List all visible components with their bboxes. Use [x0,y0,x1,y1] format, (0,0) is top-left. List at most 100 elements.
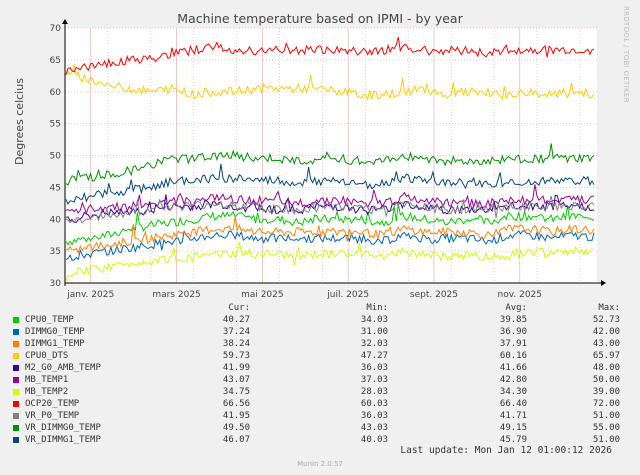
legend-cur: 37.24 [222,327,250,337]
legend-min: 37.03 [360,375,388,385]
legend-max: 52.73 [592,315,620,325]
legend-avg: 60.16 [499,351,527,361]
legend-min: 34.03 [360,315,388,325]
legend-avg: 66.40 [499,399,527,409]
legend-series-name: OCP20_TEMP [25,399,80,409]
legend-max: 50.00 [592,375,620,385]
legend-swatch [13,353,19,359]
x-tick-label: sept. 2025 [410,290,458,300]
y-tick-label: 55 [50,120,61,130]
legend-swatch [13,329,19,335]
legend-max: 43.00 [592,339,620,349]
series-line-dimmg0_temp [65,229,595,261]
legend-max: 55.00 [592,423,620,433]
legend-avg: 36.90 [499,327,527,337]
series-line-cpu0_dts [65,63,595,101]
legend-header-cur: Cur: [228,303,250,313]
legend-swatch [13,401,19,407]
legend-cur: 49.50 [222,423,250,433]
series-line-vr_p0_temp [65,195,595,224]
legend-swatch [13,341,19,347]
legend-cur: 38.24 [222,339,250,349]
legend-series-name: CPU0_TEMP [25,315,74,325]
legend-swatch [13,413,19,419]
legend-max: 48.00 [592,363,620,373]
legend-cur: 41.99 [222,363,250,373]
legend-avg: 41.71 [499,411,527,421]
y-tick-label: 65 [50,56,61,66]
legend-avg: 45.79 [499,435,527,445]
legend-max: 51.00 [592,435,620,445]
legend-min: 60.03 [360,399,388,409]
legend-series-name: MB_TEMP2 [25,387,69,397]
series-line-ocp20_temp [65,36,595,75]
y-axis-arrow [62,19,68,24]
legend-series-name: DIMMG0_TEMP [25,327,85,337]
x-tick-label: mai 2025 [241,290,284,300]
legend-swatch [13,425,19,431]
legend-max: 42.00 [592,327,620,337]
chart-area: 30 35 40 45 50 55 60 65 70 janv. 2025 mars 2025 mai… [50,19,606,300]
legend-header-max: Max: [598,303,620,313]
legend-swatch [13,389,19,395]
x-tick-label: mars 2025 [152,290,200,300]
legend-cur: 43.07 [222,375,250,385]
legend-min: 47.27 [360,351,388,361]
legend-series-name: DIMMG1_TEMP [25,339,85,349]
legend-series-name: VR_P0_TEMP [25,411,80,421]
legend-header-avg: Avg: [505,303,527,313]
legend-max: 65.97 [592,351,620,361]
y-tick-label: 40 [50,215,62,225]
series-line-vr_dimmg0_temp [65,143,595,186]
y-tick-label: 35 [50,247,61,257]
legend-swatch [13,317,19,323]
series-line-vr_dimmg1_temp [65,163,595,206]
legend-series-name: VR_DIMMG1_TEMP [25,435,101,445]
last-update: Last update: Mon Jan 12 01:00:12 2026 [400,445,612,456]
legend-avg: 34.30 [499,387,527,397]
legend-cur: 46.07 [222,435,250,445]
y-tick-label: 30 [50,279,62,289]
series-line-dimmg1_temp [65,216,595,255]
x-tick-label: janv. 2025 [66,290,114,300]
legend-avg: 42.80 [499,375,527,385]
legend-min: 36.03 [360,363,388,373]
x-axis-arrow [601,280,606,286]
chart-title: Machine temperature based on IPMI - by y… [177,11,463,26]
legend-series-name: CPU0_DTS [25,351,69,361]
legend-avg: 37.91 [499,339,527,349]
y-tick-label: 45 [50,183,61,193]
x-tick-label: nov. 2025 [498,290,542,300]
legend-cur: 59.73 [222,351,250,361]
legend-swatch [13,377,19,383]
legend-min: 36.03 [360,411,388,421]
legend-avg: 49.15 [499,423,527,433]
series-line-mb_temp2 [65,242,594,281]
y-tick-label: 60 [50,88,62,98]
legend-min: 32.03 [360,339,388,349]
y-axis-label: Degrees celcius [13,78,26,165]
axes: 30 35 40 45 50 55 60 65 70 janv. 2025 mars 2025 mai… [50,19,606,300]
series-lines [65,36,595,281]
legend-cur: 34.75 [222,387,250,397]
legend-avg: 39.85 [499,315,527,325]
legend-max: 39.00 [592,387,620,397]
series-line-m2_g0_amb_temp [65,194,594,223]
series-line-cpu0_temp [65,204,595,246]
legend-cur: 41.95 [222,411,250,421]
legend-min: 40.03 [360,435,388,445]
rrdtool-watermark: RRDTOOL / TOBI OETIKER [622,6,630,103]
x-tick-label: juil. 2025 [326,290,369,300]
footer-version: Munin 2.0.57 [297,460,343,468]
legend-series-name: MB_TEMP1 [25,375,69,385]
legend-cur: 66.56 [222,399,250,409]
legend-max: 72.00 [592,399,620,409]
legend-swatch [13,365,19,371]
series-line-mb_temp1 [65,184,595,215]
legend-swatch [13,437,19,443]
legend-min: 31.00 [360,327,388,337]
legend-header-min: Min: [366,303,388,313]
legend-cur: 40.27 [222,315,250,325]
legend-min: 28.03 [360,387,388,397]
legend-series-name: VR_DIMMG0_TEMP [25,423,101,433]
